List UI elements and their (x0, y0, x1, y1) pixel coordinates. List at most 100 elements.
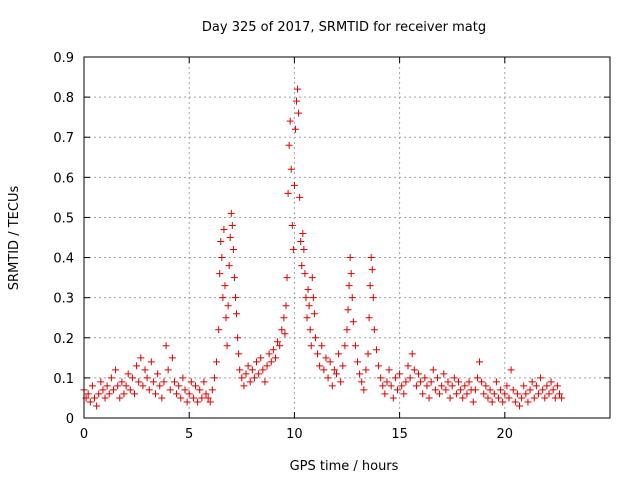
data-point (360, 386, 368, 394)
data-point (444, 378, 452, 386)
data-point (469, 398, 477, 406)
data-point (513, 390, 521, 398)
data-point (307, 342, 315, 350)
data-point (218, 254, 226, 262)
data-point (103, 382, 111, 390)
data-point (522, 390, 530, 398)
data-point (486, 386, 494, 394)
data-point (147, 358, 155, 366)
data-point (173, 390, 181, 398)
x-tick-label: 5 (185, 427, 193, 442)
data-point (120, 390, 128, 398)
data-point (520, 382, 528, 390)
data-point (328, 382, 336, 390)
data-point (145, 386, 153, 394)
data-point (387, 382, 395, 390)
data-point (346, 254, 354, 262)
y-axis-label: SRMTID / TECUs (7, 186, 22, 291)
data-point (156, 382, 164, 390)
data-point (404, 362, 412, 370)
data-point (459, 394, 467, 402)
x-tick-label: 20 (497, 427, 514, 442)
data-point (433, 374, 441, 382)
data-point (457, 386, 465, 394)
data-point (91, 394, 99, 402)
x-tick-labels: 0 5 10 15 20 (80, 427, 513, 442)
data-point (152, 390, 160, 398)
data-point (295, 109, 303, 117)
data-point (135, 378, 143, 386)
y-tick-labels: 0 0.1 0.2 0.3 0.4 0.5 0.6 0.7 0.8 0.9 (53, 51, 74, 427)
data-point (137, 354, 145, 362)
data-point (224, 302, 232, 310)
data-point (343, 326, 351, 334)
data-point (553, 382, 561, 390)
data-point (95, 390, 103, 398)
data-point (210, 374, 218, 382)
data-point (228, 221, 236, 229)
data-point (501, 390, 509, 398)
data-point (269, 346, 277, 354)
data-point (238, 374, 246, 382)
data-point (362, 366, 370, 374)
data-point (114, 382, 122, 390)
data-point (455, 378, 463, 386)
data-point (289, 246, 297, 254)
data-point (547, 378, 555, 386)
data-point (221, 282, 229, 290)
data-point (223, 342, 231, 350)
data-point (344, 306, 352, 314)
data-point (281, 330, 289, 338)
data-point (410, 366, 418, 374)
data-point (300, 246, 308, 254)
data-point (288, 221, 296, 229)
data-point (400, 390, 408, 398)
data-point (369, 294, 377, 302)
data-points (80, 85, 566, 410)
data-point (215, 326, 223, 334)
data-point (436, 390, 444, 398)
y-tick-label: 0.9 (53, 51, 74, 66)
data-point (248, 366, 256, 374)
data-point (351, 342, 359, 350)
data-point (126, 386, 134, 394)
data-point (200, 378, 208, 386)
data-point (222, 314, 230, 322)
data-point (348, 294, 356, 302)
data-point (450, 374, 458, 382)
data-point (367, 254, 375, 262)
data-point (109, 386, 117, 394)
data-point (257, 354, 265, 362)
x-tick-label: 10 (286, 427, 303, 442)
data-point (402, 378, 410, 386)
data-point (259, 366, 267, 374)
data-point (335, 350, 343, 358)
data-point (431, 386, 439, 394)
data-point (370, 326, 378, 334)
data-point (503, 382, 511, 390)
data-point (183, 398, 191, 406)
data-point (339, 362, 347, 370)
data-point (305, 302, 313, 310)
y-tick-label: 0.2 (53, 332, 74, 347)
data-point (391, 374, 399, 382)
data-point (318, 342, 326, 350)
data-point (524, 398, 532, 406)
data-point (99, 386, 107, 394)
data-point (484, 394, 492, 402)
data-point (427, 378, 435, 386)
data-point (442, 386, 450, 394)
data-point (476, 358, 484, 366)
grid-lines (84, 57, 610, 418)
data-point (383, 378, 391, 386)
data-point (192, 382, 200, 390)
data-point (389, 394, 397, 402)
data-point (511, 398, 519, 406)
data-point (423, 382, 431, 390)
data-point (543, 382, 551, 390)
data-point (128, 374, 136, 382)
data-point (271, 354, 279, 362)
data-point (261, 378, 269, 386)
data-point (220, 225, 228, 233)
data-point (356, 370, 364, 378)
